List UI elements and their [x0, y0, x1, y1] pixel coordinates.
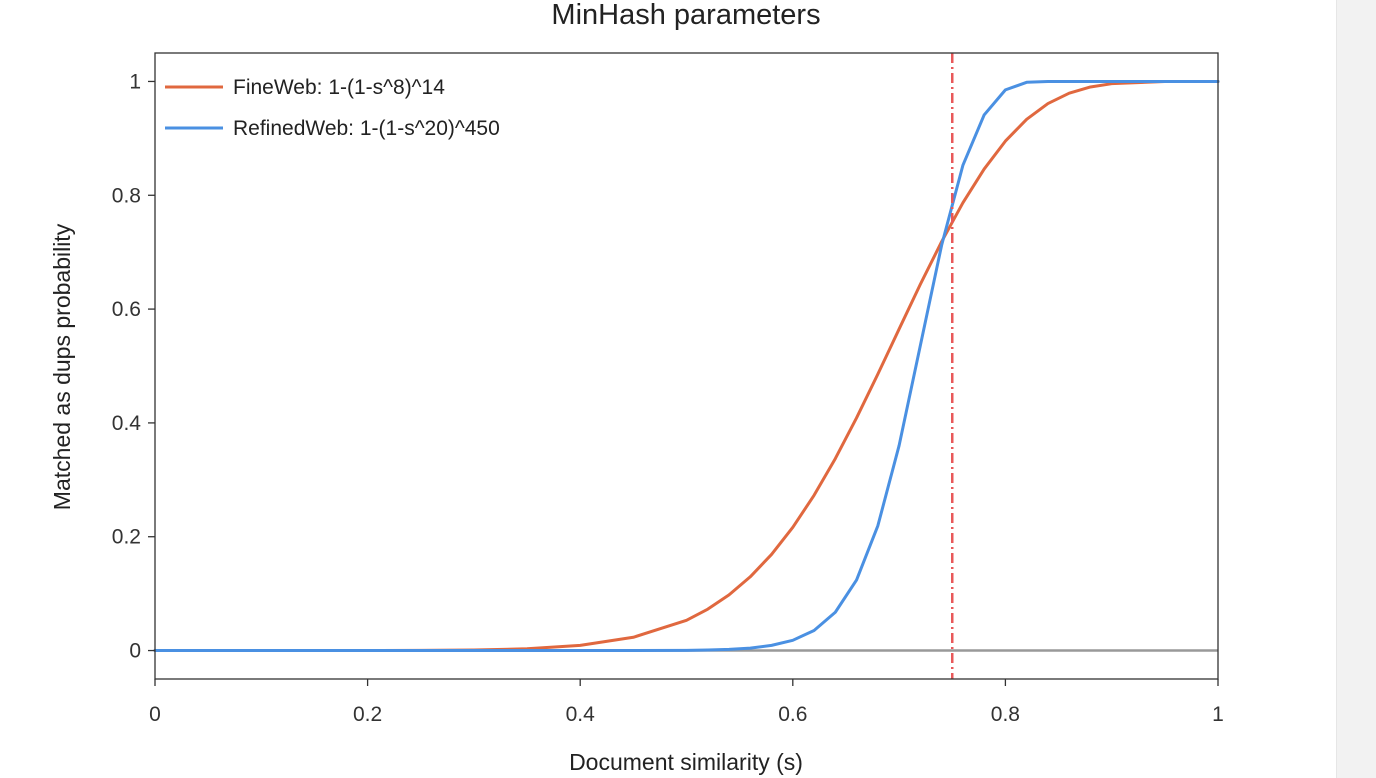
scrollbar-gutter[interactable]: [1336, 0, 1376, 778]
y-axis-ticks: 0 0.2 0.4 0.6 0.8 1: [112, 70, 155, 663]
series-line-fineweb: [153, 79, 1220, 653]
minhash-line-chart: MinHash parameters 0 0.2 0.4 0.6 0.8 1 0 0.2 0.…: [49, 0, 1224, 775]
x-tick-label: 0.4: [566, 703, 596, 726]
plot-frame: [154, 52, 1219, 680]
y-tick-label: 0: [129, 640, 141, 663]
legend-label-fineweb: FineWeb: 1-(1-s^8)^14: [233, 76, 445, 99]
legend: FineWeb: 1-(1-s^8)^14 RefinedWeb: 1-(1-s…: [165, 76, 500, 140]
x-axis-title: Document similarity (s): [569, 749, 803, 775]
x-tick-label: 0.8: [991, 703, 1020, 726]
y-tick-label: 0.6: [112, 298, 141, 321]
x-axis-ticks: 0 0.2 0.4 0.6 0.8 1: [149, 679, 1224, 726]
x-tick-label: 0: [149, 703, 161, 726]
y-axis-title: Matched as dups probability: [49, 223, 75, 510]
x-tick-label: 0.6: [778, 703, 807, 726]
chart-title: MinHash parameters: [551, 0, 820, 31]
x-tick-label: 1: [1212, 703, 1224, 726]
x-tick-label: 0.2: [353, 703, 382, 726]
plot-lines: [153, 53, 1220, 679]
y-tick-label: 1: [129, 70, 141, 93]
y-tick-label: 0.4: [112, 412, 142, 435]
series-line-refinedweb: [153, 79, 1220, 653]
y-tick-label: 0.2: [112, 526, 141, 549]
y-tick-label: 0.8: [112, 184, 141, 207]
legend-label-refinedweb: RefinedWeb: 1-(1-s^20)^450: [233, 117, 500, 140]
